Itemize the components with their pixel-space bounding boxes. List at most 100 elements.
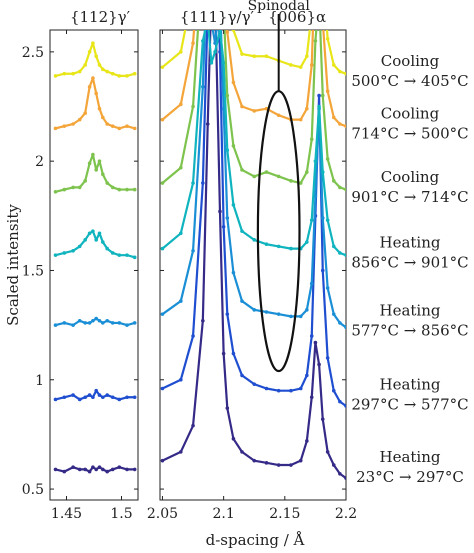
x-tick-label: 2.2 <box>335 506 357 522</box>
series-point <box>298 65 303 69</box>
series-line-right <box>161 30 346 257</box>
series-point <box>132 71 137 76</box>
series-label-mode: Cooling <box>381 105 440 123</box>
x-tick-label: 1.45 <box>51 506 82 522</box>
series-point <box>331 244 336 249</box>
series-point <box>240 373 244 378</box>
series-point <box>231 80 236 85</box>
left-panel-series <box>53 41 137 474</box>
series-point <box>62 251 67 255</box>
series-point <box>305 240 309 244</box>
axis-ticks: 0.5 1 1.5 2 2.5 1.45 1.5 2.05 2.1 2.15 2.2 <box>22 30 357 522</box>
series-point <box>325 356 330 360</box>
series-line-right <box>161 30 346 407</box>
series-point <box>91 76 95 80</box>
series-point <box>338 69 342 74</box>
series-point <box>320 417 325 421</box>
series-point <box>252 308 257 312</box>
series-point <box>94 388 98 393</box>
series-point <box>191 423 195 428</box>
series-point <box>305 373 309 378</box>
series-point <box>97 393 102 397</box>
series-point <box>276 463 281 467</box>
series-point <box>97 159 102 163</box>
right-panel-title: {111}γ/γ′ {006}α <box>180 8 326 26</box>
series-label-range: 500°C → 405°C <box>351 72 468 90</box>
series-point <box>105 318 109 323</box>
series-point <box>264 310 269 314</box>
series-point <box>117 397 122 402</box>
series-point <box>179 377 183 382</box>
series-line-left <box>55 153 135 193</box>
series-point <box>160 65 165 69</box>
series-point <box>305 439 309 443</box>
series-point <box>91 229 95 233</box>
series-point <box>344 476 346 480</box>
series-point <box>252 382 257 386</box>
series-point <box>117 187 122 192</box>
series-point <box>87 321 92 325</box>
series-label-range: 297°C → 577°C <box>351 396 468 414</box>
series-point <box>117 126 122 131</box>
series-point <box>305 308 309 312</box>
series-point <box>110 321 115 325</box>
series-point <box>117 74 122 78</box>
series-point <box>276 312 281 316</box>
series-point <box>209 60 214 65</box>
series-point <box>132 395 137 400</box>
series-point <box>71 465 75 470</box>
series-point <box>309 395 314 400</box>
series-point <box>179 450 183 454</box>
series-point <box>331 63 336 67</box>
series-point <box>71 248 75 253</box>
series-line-left <box>55 76 136 130</box>
series-point <box>91 41 95 45</box>
series-point <box>325 36 330 41</box>
series-point <box>62 469 67 474</box>
series-point <box>225 148 230 153</box>
series-point <box>264 170 269 174</box>
series-point <box>94 467 98 472</box>
series-point <box>325 450 330 454</box>
series-point <box>320 170 325 174</box>
series-point <box>83 179 87 183</box>
series-point <box>53 74 58 78</box>
series-point <box>179 50 183 54</box>
series-point <box>218 0 222 1</box>
series-point <box>83 467 87 472</box>
series-point <box>201 85 205 89</box>
series-point <box>132 321 137 325</box>
series-point <box>83 395 87 400</box>
series-point <box>320 268 325 273</box>
x-tick-label: 2.1 <box>212 506 234 522</box>
series-point <box>231 436 236 441</box>
spinodal-label: Spinodal <box>248 0 311 14</box>
series-point <box>97 318 102 323</box>
series-point <box>201 181 205 185</box>
series-point <box>313 340 318 345</box>
series-point <box>125 187 129 192</box>
series-point <box>221 60 226 65</box>
series-point <box>225 312 230 316</box>
series-point <box>110 467 115 472</box>
series-point <box>325 218 330 222</box>
series-point <box>264 461 269 465</box>
series-point <box>289 63 293 67</box>
series-point <box>325 89 330 94</box>
series-point <box>101 321 105 325</box>
series-line-right <box>161 30 346 329</box>
series-point <box>191 41 195 45</box>
y-tick-label: 1 <box>35 373 44 389</box>
series-point <box>160 117 165 122</box>
series-point <box>338 399 342 404</box>
series-point <box>160 181 165 185</box>
series-point <box>91 318 95 323</box>
series-point <box>317 362 321 367</box>
series-label-mode: Heating <box>380 376 441 394</box>
series-point <box>225 93 230 98</box>
series-point <box>289 314 293 319</box>
series-point <box>298 386 303 391</box>
series-point <box>94 91 98 96</box>
series-point <box>53 253 58 257</box>
series-point <box>83 111 87 115</box>
